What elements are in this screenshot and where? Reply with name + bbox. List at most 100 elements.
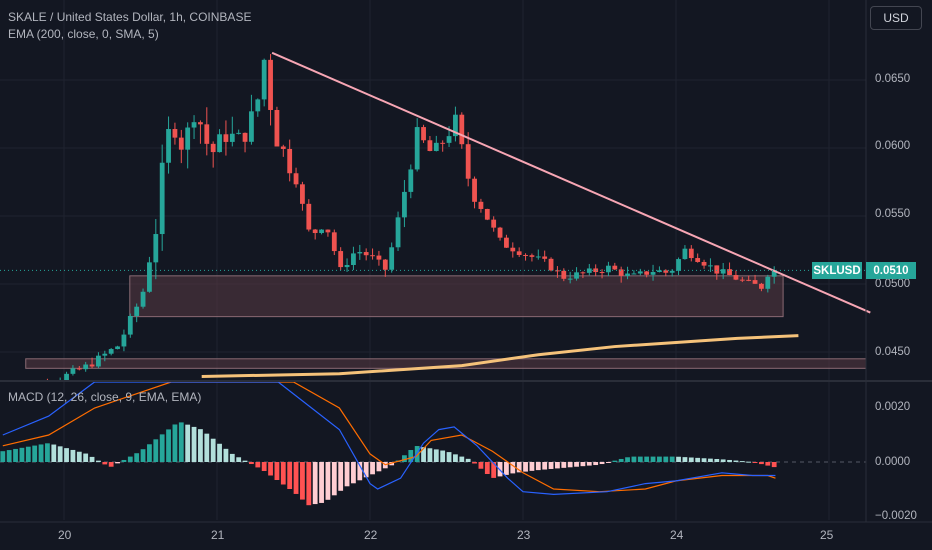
macd-histogram-bar <box>472 462 477 464</box>
price-tick: 0.0550 <box>875 208 911 220</box>
macd-histogram-bar <box>408 450 414 462</box>
candle-body <box>351 253 356 265</box>
candle-body <box>663 270 669 273</box>
candle-body <box>637 271 643 274</box>
ema-legend: EMA (200, close, 0, SMA, 5) <box>8 27 159 41</box>
candle-body <box>357 252 363 254</box>
macd-histogram-bar <box>739 461 745 463</box>
candle-body <box>472 178 477 202</box>
candle-body <box>121 334 127 347</box>
macd-histogram-bar <box>637 456 643 462</box>
time-label: 25 <box>820 528 834 542</box>
macd-histogram-bar <box>708 458 713 462</box>
support-zones <box>25 275 867 369</box>
macd-histogram-bar <box>198 429 203 462</box>
candle-body <box>669 270 675 273</box>
macd-histogram-bar <box>185 424 191 462</box>
macd-histogram-bar <box>746 461 752 463</box>
candle-body <box>701 261 707 266</box>
macd-histogram-bar <box>115 462 120 464</box>
candle-body <box>510 247 516 252</box>
macd-histogram-bar <box>523 462 528 472</box>
candle-body <box>727 269 732 276</box>
macd-histogram-bar <box>312 462 318 505</box>
candle-body <box>491 219 497 228</box>
candle-body <box>376 255 382 260</box>
candle-body <box>127 315 133 335</box>
currency-button[interactable]: USD <box>870 6 922 30</box>
macd-tick: 0.0000 <box>875 456 911 468</box>
macd-histogram-bar <box>140 449 146 462</box>
macd-histogram-bar <box>491 462 497 478</box>
macd-histogram-bar <box>644 456 650 462</box>
macd-histogram-bar <box>363 462 369 478</box>
candle-body <box>64 373 69 380</box>
macd-histogram-bar <box>32 445 38 462</box>
macd-histogram-bar <box>25 446 31 462</box>
candle-body <box>631 273 637 275</box>
macd-histogram-bar <box>370 462 375 475</box>
macd-histogram-bar <box>682 457 688 462</box>
candle-body <box>395 217 401 248</box>
candle-body <box>363 252 369 256</box>
macd-histogram-bar <box>147 444 152 462</box>
candle-body <box>370 255 375 257</box>
candle-body <box>402 191 407 218</box>
ema-200-line <box>201 334 799 378</box>
macd-histogram-bar <box>669 456 675 462</box>
trendline[interactable] <box>0 51 871 314</box>
macd-histogram-bar <box>688 457 694 462</box>
price-tick: 0.0600 <box>875 140 911 152</box>
macd-histogram-bar <box>676 456 681 462</box>
macd-histogram-bar <box>236 457 242 462</box>
macd-histogram-bar <box>57 446 63 462</box>
candle-body <box>644 271 650 275</box>
candle-body <box>688 248 694 259</box>
candle-body <box>567 278 573 280</box>
candle-body <box>459 114 465 145</box>
candle-body <box>453 114 458 137</box>
candle-body <box>427 140 433 151</box>
macd-histogram-bar <box>223 448 229 462</box>
macd-histogram-bar <box>606 462 611 463</box>
candle-body <box>242 132 248 142</box>
last-price-tag: 0.0510 <box>866 262 916 279</box>
macd-histogram-bar <box>548 462 554 469</box>
macd-histogram-bar <box>765 462 771 466</box>
macd-histogram-bar <box>516 462 522 473</box>
candle-body <box>89 364 95 367</box>
candle-body <box>191 122 197 128</box>
macd-histogram-bar <box>217 443 222 462</box>
candle-body <box>650 272 656 275</box>
candle-body <box>108 349 114 354</box>
candle-body <box>739 279 745 281</box>
macd-indicator <box>0 381 866 506</box>
candle-body <box>625 273 630 276</box>
candle-body <box>746 279 752 281</box>
macd-histogram-bar <box>497 462 503 477</box>
candle-body <box>752 280 758 284</box>
macd-histogram-bar <box>510 462 516 474</box>
macd-histogram-bar <box>529 462 535 471</box>
macd-histogram-bar <box>19 447 25 462</box>
macd-histogram-bar <box>389 462 395 466</box>
macd-histogram-bar <box>376 462 382 472</box>
candle-body <box>586 268 592 273</box>
candle-body <box>198 122 203 125</box>
macd-histogram-bar <box>357 462 363 481</box>
candle-body <box>217 134 222 153</box>
macd-histogram-bar <box>771 462 777 468</box>
macd-histogram-bar <box>574 462 579 467</box>
candle-body <box>0 392 5 393</box>
macd-histogram-bar <box>663 456 669 462</box>
macd-histogram-bar <box>599 462 605 465</box>
macd-histogram-bar <box>561 462 567 468</box>
candle-body <box>771 270 777 277</box>
macd-histogram-bar <box>306 462 312 506</box>
candle-body <box>516 251 522 255</box>
candle-body <box>708 265 713 267</box>
candle-body <box>433 142 439 151</box>
candle-body <box>306 203 312 230</box>
candle-body <box>574 272 579 279</box>
